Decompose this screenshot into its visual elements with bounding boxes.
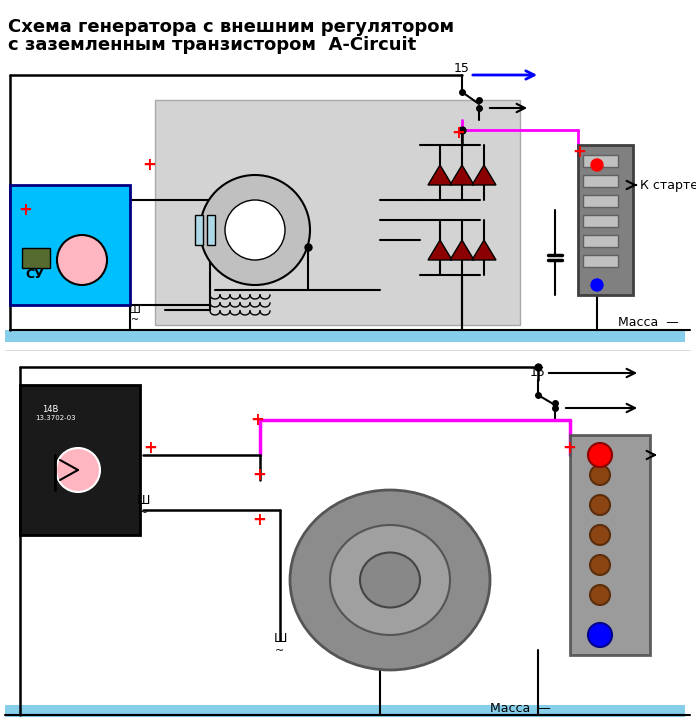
Ellipse shape — [330, 525, 450, 635]
Bar — [583, 255, 618, 267]
Bar — [20, 385, 140, 535]
Text: Ш: Ш — [274, 631, 287, 644]
Circle shape — [200, 175, 310, 285]
Circle shape — [588, 443, 612, 467]
Bar — [583, 195, 618, 207]
Polygon shape — [428, 165, 452, 185]
Bar — [155, 100, 520, 325]
Circle shape — [588, 623, 612, 647]
Text: 14В: 14В — [42, 405, 58, 414]
Bar — [10, 185, 130, 305]
Polygon shape — [450, 165, 474, 185]
Circle shape — [590, 465, 610, 485]
Bar — [155, 100, 520, 325]
Circle shape — [590, 585, 610, 605]
Text: +: + — [451, 124, 465, 142]
Text: с заземленным транзистором  A-Circuit: с заземленным транзистором A-Circuit — [8, 36, 416, 54]
Bar — [5, 705, 685, 717]
Polygon shape — [450, 240, 474, 260]
Text: ~: ~ — [139, 508, 148, 518]
Circle shape — [590, 525, 610, 545]
Circle shape — [590, 555, 610, 575]
Bar — [207, 215, 215, 245]
Text: СУ: СУ — [26, 268, 45, 282]
Polygon shape — [472, 240, 496, 260]
Text: +: + — [18, 201, 32, 219]
Text: 15: 15 — [454, 62, 470, 75]
Polygon shape — [472, 165, 496, 185]
Circle shape — [56, 448, 100, 492]
Text: ~: ~ — [276, 646, 285, 656]
Polygon shape — [428, 240, 452, 260]
Text: ~: ~ — [131, 315, 139, 325]
Text: 13.3702-03: 13.3702-03 — [35, 415, 76, 421]
Bar — [583, 175, 618, 187]
Text: +: + — [252, 511, 266, 529]
Bar — [570, 435, 650, 655]
Text: Масса  —: Масса — — [490, 702, 551, 715]
Text: +: + — [143, 439, 157, 457]
Text: +: + — [250, 411, 264, 429]
Text: Схема генератора с внешним регулятором: Схема генератора с внешним регулятором — [8, 18, 454, 36]
Text: 15: 15 — [530, 367, 546, 380]
Circle shape — [57, 235, 107, 285]
Text: Ш: Ш — [129, 305, 141, 315]
Bar — [583, 155, 618, 167]
Text: +: + — [572, 143, 586, 161]
Text: Ш: Ш — [136, 493, 150, 506]
Text: Масса  —: Масса — — [618, 316, 679, 329]
Bar — [195, 215, 203, 245]
Bar — [583, 215, 618, 227]
Bar — [578, 145, 633, 295]
Ellipse shape — [290, 490, 490, 670]
Circle shape — [225, 200, 285, 260]
Text: +: + — [562, 439, 576, 457]
Bar — [5, 330, 685, 342]
Circle shape — [591, 159, 603, 171]
Text: К стартеру: К стартеру — [640, 178, 696, 191]
Bar — [22, 248, 50, 268]
Bar — [583, 235, 618, 247]
Text: +: + — [142, 156, 156, 174]
Ellipse shape — [360, 552, 420, 608]
Text: +: + — [252, 466, 266, 484]
Circle shape — [590, 495, 610, 515]
Circle shape — [591, 279, 603, 291]
